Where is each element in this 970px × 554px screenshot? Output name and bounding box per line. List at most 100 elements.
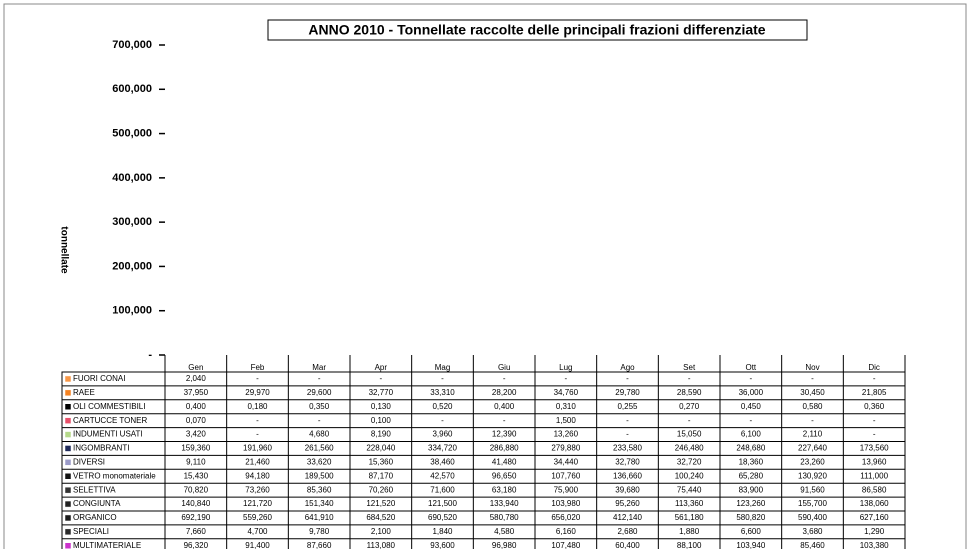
table-value: 0,255 <box>617 402 638 411</box>
table-value: - <box>626 374 629 383</box>
x-tick-label: Mar <box>312 363 326 372</box>
table-value: 32,780 <box>615 457 640 466</box>
table-value: 123,260 <box>736 499 765 508</box>
y-tick-label: 300,000 <box>112 216 152 228</box>
table-value: 138,060 <box>860 499 889 508</box>
table-value: - <box>441 416 444 425</box>
table-value: 29,600 <box>307 388 332 397</box>
table-value: 39,680 <box>615 485 640 494</box>
table-value: 2,680 <box>617 527 638 536</box>
legend-swatch <box>64 431 72 438</box>
table-value: 130,920 <box>798 471 827 480</box>
table-value: 32,770 <box>369 388 394 397</box>
legend-label: CARTUCCE TONER <box>73 416 147 425</box>
table-value: 684,520 <box>366 513 395 522</box>
table-value: 6,160 <box>556 527 577 536</box>
x-tick-label: Feb <box>251 363 265 372</box>
table-value: 15,360 <box>369 457 394 466</box>
table-value: 4,580 <box>494 527 515 536</box>
table-value: - <box>379 374 382 383</box>
table-value: 561,180 <box>675 513 704 522</box>
table-value: 96,320 <box>184 541 209 549</box>
table-value: 38,460 <box>430 457 455 466</box>
legend-label: FUORI CONAI <box>73 374 125 383</box>
x-tick-label: Dic <box>868 363 880 372</box>
x-tick-label: Giu <box>498 363 510 372</box>
table-value: 91,560 <box>800 485 825 494</box>
table-value: - <box>688 416 691 425</box>
table-value: 75,440 <box>677 485 702 494</box>
table-value: - <box>564 374 567 383</box>
table-value: - <box>503 416 506 425</box>
x-tick-label: Ott <box>745 363 756 372</box>
table-value: 71,600 <box>430 485 455 494</box>
table-value: 21,805 <box>862 388 887 397</box>
table-value: 87,660 <box>307 541 332 549</box>
legend-label: CONGIUNTA <box>73 499 121 508</box>
table-value: 0,180 <box>247 402 268 411</box>
table-value: - <box>441 374 444 383</box>
table-value: 656,020 <box>551 513 580 522</box>
legend-label: VETRO monomateriale <box>73 471 156 480</box>
table-value: 1,290 <box>864 527 885 536</box>
legend-swatch <box>64 389 72 397</box>
table-value: 279,880 <box>551 444 580 453</box>
table-value: 93,600 <box>430 541 455 549</box>
table-value: - <box>503 374 506 383</box>
table-value: 1,880 <box>679 527 700 536</box>
legend-swatch <box>64 375 72 383</box>
legend-swatch <box>64 445 72 452</box>
table-value: 87,170 <box>369 471 394 480</box>
table-value: 0,360 <box>864 402 885 411</box>
table-value: 91,400 <box>245 541 270 549</box>
table-value: 189,500 <box>305 471 334 480</box>
table-value: 32,720 <box>677 457 702 466</box>
table-value: 2,040 <box>186 374 207 383</box>
chart-border <box>3 3 967 554</box>
x-tick-label: Nov <box>805 363 819 372</box>
table-value: 227,640 <box>798 444 827 453</box>
table-value: 6,600 <box>741 527 762 536</box>
table-value: 0,310 <box>556 402 577 411</box>
table-value: - <box>318 416 321 425</box>
table-value: 151,340 <box>305 499 334 508</box>
table-value: 96,650 <box>492 471 517 480</box>
table-value: 103,940 <box>736 541 765 549</box>
table-value: 7,660 <box>186 527 207 536</box>
table-value: 3,680 <box>802 527 823 536</box>
table-value: 36,000 <box>739 388 764 397</box>
table-value: 173,560 <box>860 444 889 453</box>
table-value: 29,970 <box>245 388 270 397</box>
table-value: 33,620 <box>307 457 332 466</box>
table-value: 23,260 <box>800 457 825 466</box>
table-value: 85,360 <box>307 485 332 494</box>
table-value: 85,460 <box>800 541 825 549</box>
table-value: - <box>256 374 259 383</box>
table-value: 96,980 <box>492 541 517 549</box>
table-value: - <box>626 430 629 439</box>
table-value: 155,700 <box>798 499 827 508</box>
table-value: 15,050 <box>677 430 702 439</box>
table-value: 28,200 <box>492 388 517 397</box>
x-tick-label: Apr <box>375 363 388 372</box>
table-value: - <box>811 416 814 425</box>
table-value: 4,680 <box>309 430 330 439</box>
table-value: 15,430 <box>184 471 209 480</box>
table-value: 121,520 <box>366 499 395 508</box>
table-value: 21,460 <box>245 457 270 466</box>
table-value: 13,260 <box>554 430 579 439</box>
table-value: - <box>873 416 876 425</box>
chart-title: ANNO 2010 - Tonnellate raccolte delle pr… <box>308 22 765 38</box>
table-value: 641,910 <box>305 513 334 522</box>
table-value: 627,160 <box>860 513 889 522</box>
x-tick-label: Gen <box>188 363 203 372</box>
table-value: 88,100 <box>677 541 702 549</box>
table-value: 100,240 <box>675 471 704 480</box>
legend-swatch <box>64 528 72 536</box>
table-value: 0,450 <box>741 402 762 411</box>
table-value: 29,780 <box>615 388 640 397</box>
table-value: 42,570 <box>430 471 455 480</box>
legend-label: ORGANICO <box>73 513 117 522</box>
legend-label: MULTIMATERIALE <box>73 541 141 549</box>
